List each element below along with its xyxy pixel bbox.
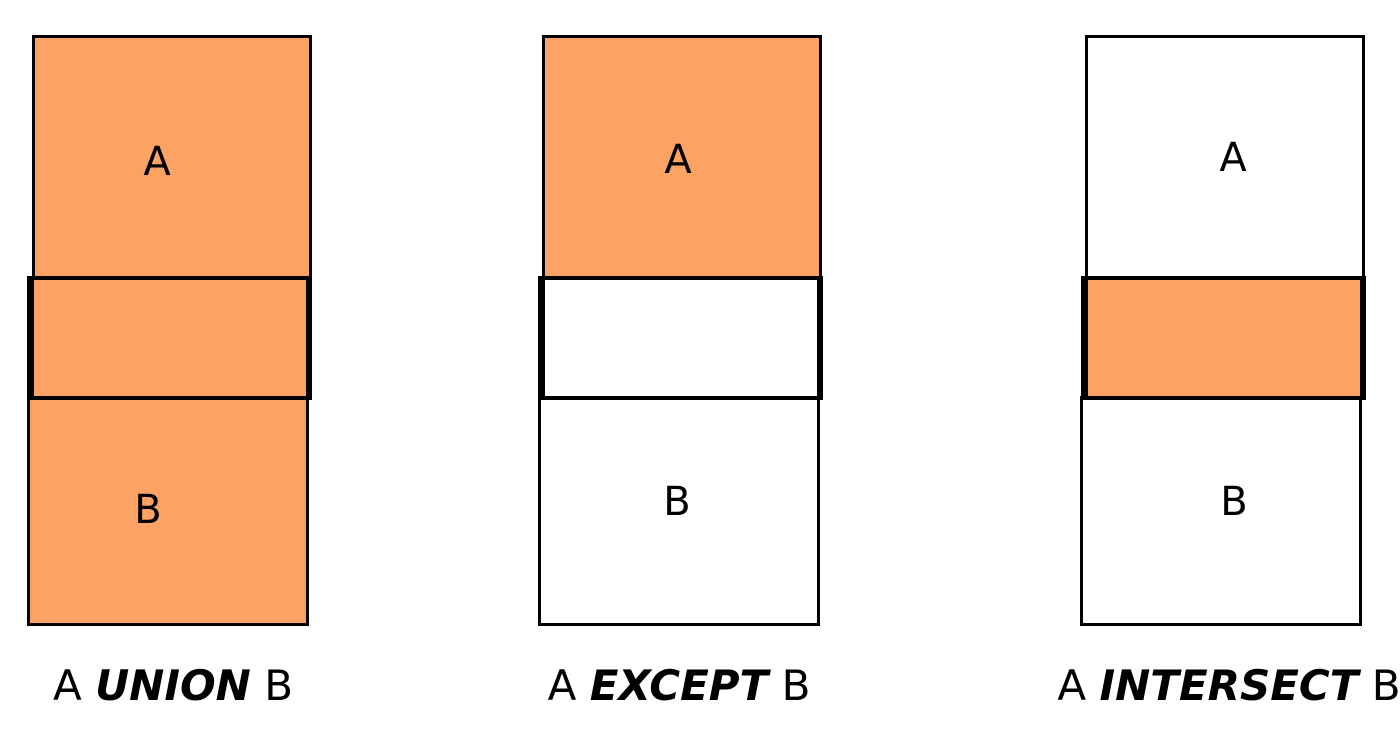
set-b-region [538, 396, 820, 626]
caption-right-operand: B [781, 661, 811, 710]
caption-right-operand: B [264, 661, 294, 710]
set-a-region [32, 35, 312, 280]
set-b-label: B [1220, 479, 1248, 525]
overlap-region [1081, 276, 1366, 400]
set-a-label: A [143, 139, 171, 185]
caption-left-operand: A [1057, 661, 1087, 710]
caption-left-operand: A [547, 661, 577, 710]
operation-caption: A UNION B [53, 660, 293, 712]
operator-keyword: UNION [95, 661, 251, 710]
set-b-label: B [134, 487, 162, 533]
operator-keyword: EXCEPT [589, 661, 769, 710]
set-a-label: A [1219, 135, 1247, 181]
operator-keyword: INTERSECT [1099, 661, 1359, 710]
set-b-region [1080, 396, 1362, 626]
set-a-region [1085, 35, 1365, 280]
overlap-region [538, 276, 823, 400]
overlap-region [27, 276, 312, 400]
operation-caption: A EXCEPT B [548, 660, 811, 712]
caption-right-operand: B [1371, 661, 1400, 710]
set-a-region [542, 35, 822, 280]
caption-left-operand: A [52, 661, 82, 710]
set-a-label: A [664, 137, 692, 183]
operation-caption: A INTERSECT B [1057, 660, 1400, 712]
set-b-label: B [663, 479, 691, 525]
set-b-region [27, 396, 309, 626]
